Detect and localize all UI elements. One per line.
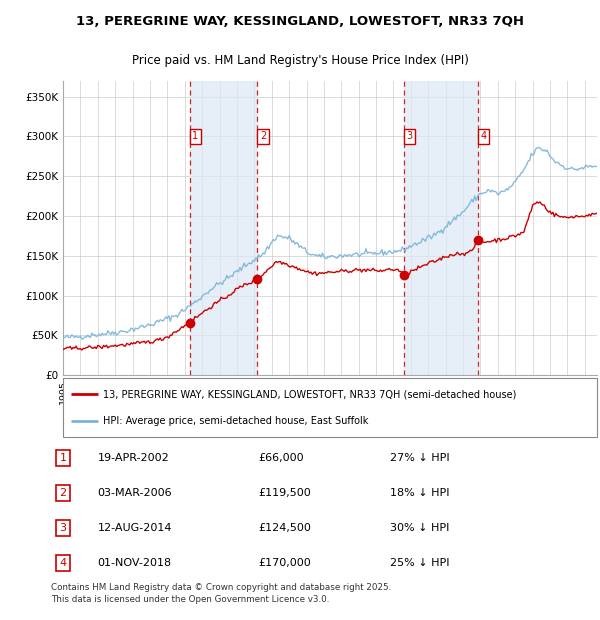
Text: 12-AUG-2014: 12-AUG-2014 — [97, 523, 172, 533]
Text: 01-NOV-2018: 01-NOV-2018 — [97, 558, 172, 568]
FancyBboxPatch shape — [63, 378, 597, 437]
Text: £66,000: £66,000 — [259, 453, 304, 463]
Text: 18% ↓ HPI: 18% ↓ HPI — [389, 488, 449, 498]
Text: 13, PEREGRINE WAY, KESSINGLAND, LOWESTOFT, NR33 7QH: 13, PEREGRINE WAY, KESSINGLAND, LOWESTOF… — [76, 16, 524, 28]
Text: 30% ↓ HPI: 30% ↓ HPI — [389, 523, 449, 533]
Text: £170,000: £170,000 — [259, 558, 311, 568]
Text: 1: 1 — [59, 453, 67, 463]
Text: 25% ↓ HPI: 25% ↓ HPI — [389, 558, 449, 568]
Text: 4: 4 — [59, 558, 67, 568]
Text: 3: 3 — [407, 131, 413, 141]
Text: 4: 4 — [480, 131, 486, 141]
Text: 13, PEREGRINE WAY, KESSINGLAND, LOWESTOFT, NR33 7QH (semi-detached house): 13, PEREGRINE WAY, KESSINGLAND, LOWESTOF… — [103, 389, 517, 399]
Text: 03-MAR-2006: 03-MAR-2006 — [97, 488, 172, 498]
Text: 19-APR-2002: 19-APR-2002 — [97, 453, 169, 463]
Text: £124,500: £124,500 — [259, 523, 311, 533]
Text: HPI: Average price, semi-detached house, East Suffolk: HPI: Average price, semi-detached house,… — [103, 416, 368, 426]
Text: 2: 2 — [260, 131, 266, 141]
Text: 1: 1 — [193, 131, 199, 141]
Text: 2: 2 — [59, 488, 67, 498]
Bar — [190, 81, 257, 375]
Bar — [404, 81, 478, 375]
Text: £119,500: £119,500 — [259, 488, 311, 498]
Text: Price paid vs. HM Land Registry's House Price Index (HPI): Price paid vs. HM Land Registry's House … — [131, 54, 469, 67]
Text: Contains HM Land Registry data © Crown copyright and database right 2025.
This d: Contains HM Land Registry data © Crown c… — [51, 583, 391, 604]
Text: 27% ↓ HPI: 27% ↓ HPI — [389, 453, 449, 463]
Text: 3: 3 — [59, 523, 67, 533]
